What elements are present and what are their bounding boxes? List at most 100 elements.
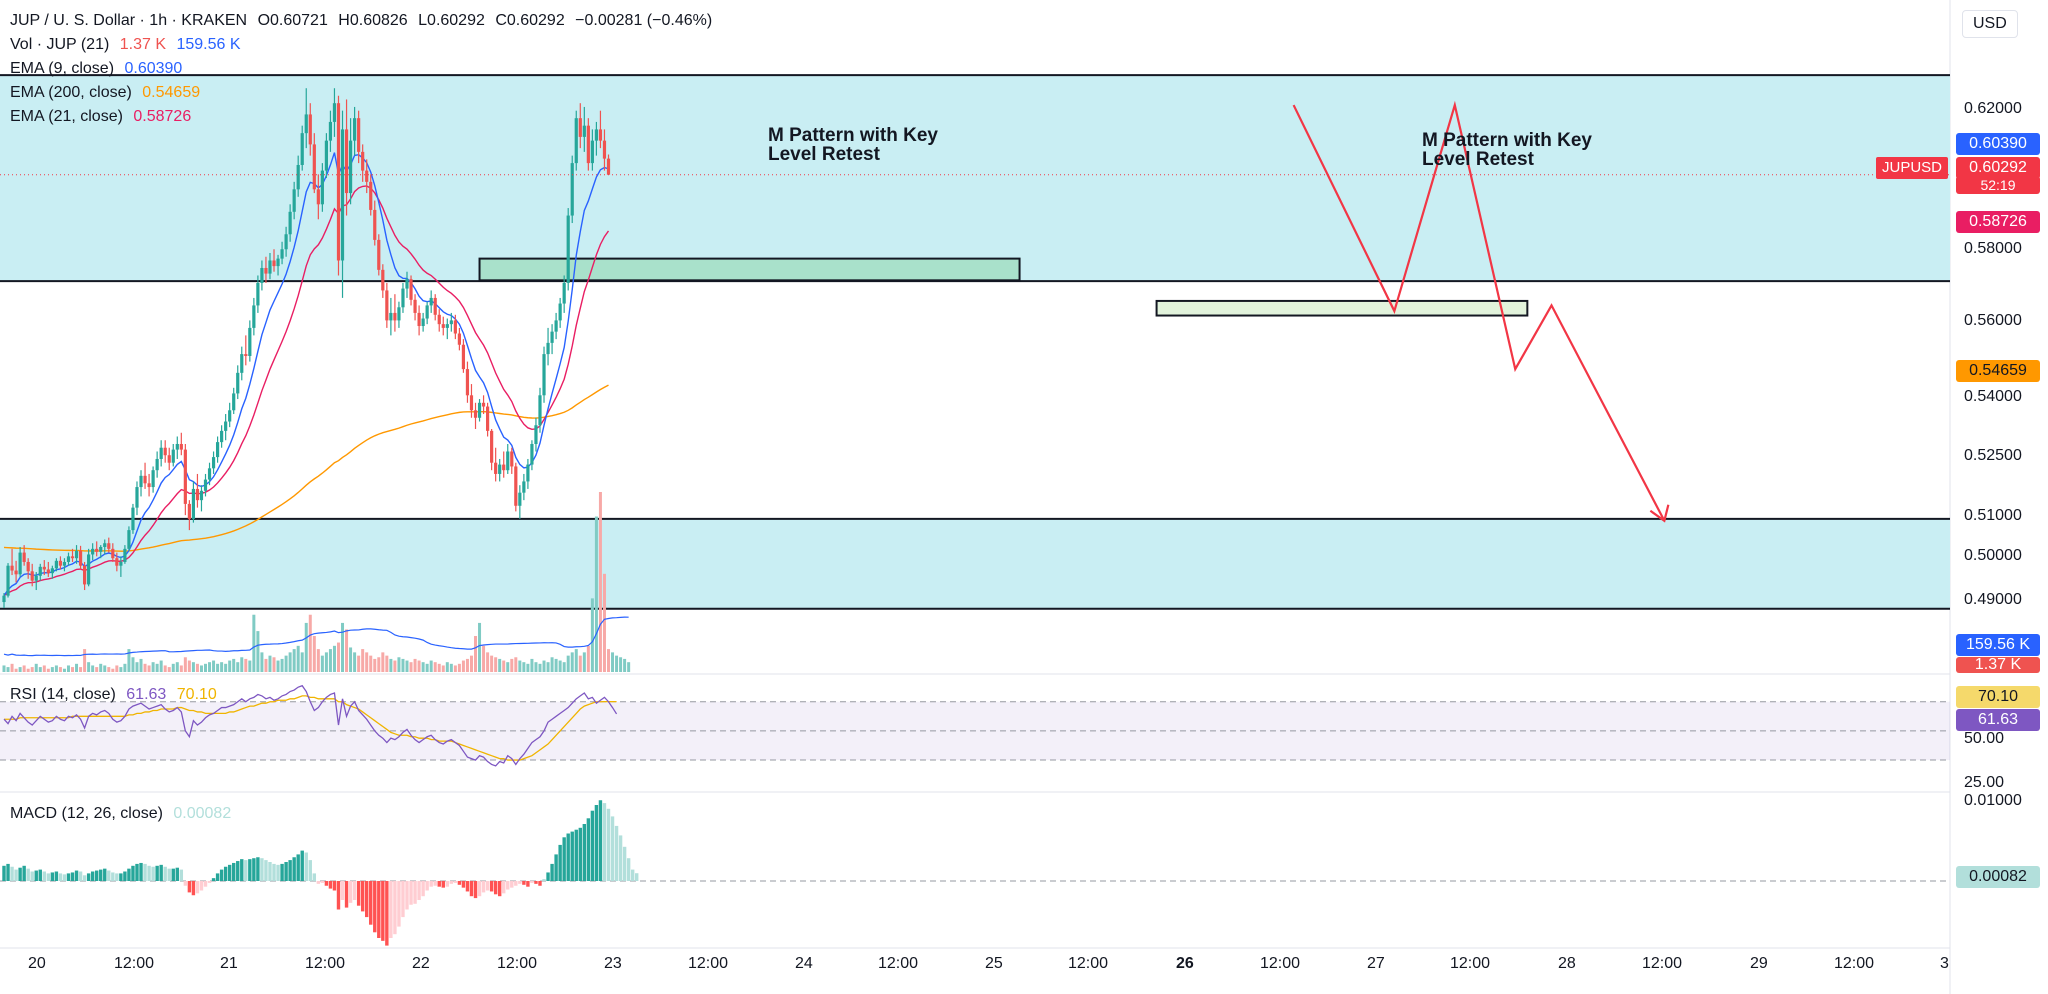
volume-bar-99 bbox=[401, 658, 405, 672]
annotation-right[interactable]: M Pattern with Key Level Retest bbox=[1422, 131, 1592, 169]
candle-95 bbox=[385, 282, 389, 328]
candle-body-87 bbox=[353, 118, 357, 141]
macd-bar-5 bbox=[22, 865, 26, 881]
volume-bar-32 bbox=[131, 657, 135, 672]
volume-bar-146 bbox=[590, 598, 594, 672]
candle-body-144 bbox=[582, 125, 586, 137]
candle-72 bbox=[292, 181, 296, 220]
volume-bar-78 bbox=[316, 649, 320, 672]
volume-bar-98 bbox=[397, 657, 401, 672]
macd-bar-91 bbox=[369, 881, 373, 925]
rsi-legend[interactable]: RSI (14, close) 61.63 70.10 bbox=[10, 686, 223, 704]
candle-body-20 bbox=[83, 565, 87, 585]
volume-bar-1 bbox=[6, 667, 10, 672]
annotation-left-line2: Level Retest bbox=[768, 144, 880, 165]
macd-bar-139 bbox=[562, 837, 566, 881]
candle-68 bbox=[276, 254, 280, 276]
macd-bar-123 bbox=[497, 881, 502, 897]
candle-body-4 bbox=[18, 552, 22, 575]
volume-bar-12 bbox=[50, 667, 54, 672]
candle-21 bbox=[87, 548, 91, 587]
volume-bar-20 bbox=[83, 649, 87, 672]
macd-bar-87 bbox=[352, 881, 357, 900]
macd-bar-76 bbox=[308, 860, 312, 881]
volume-bar-111 bbox=[449, 663, 453, 672]
volume-bar-68 bbox=[276, 660, 280, 672]
candle-138 bbox=[558, 297, 562, 328]
macd-bar-141 bbox=[570, 831, 574, 881]
macd-bar-138 bbox=[558, 844, 562, 881]
candle-body-147 bbox=[594, 129, 599, 141]
macd-bar-30 bbox=[123, 871, 127, 881]
candle-body-79 bbox=[320, 170, 324, 205]
macd-bar-1 bbox=[6, 863, 10, 881]
volume-bar-133 bbox=[538, 663, 542, 672]
annotation-left[interactable]: M Pattern with Key Level Retest bbox=[768, 126, 938, 164]
candle-body-68 bbox=[276, 258, 280, 267]
volume-bar-9 bbox=[38, 667, 42, 672]
macd-bar-18 bbox=[74, 870, 79, 881]
ema200-legend[interactable]: EMA (200, close) 0.54659 bbox=[10, 84, 206, 102]
candle-150 bbox=[606, 154, 611, 175]
macd-bar-93 bbox=[377, 881, 381, 938]
candle-145 bbox=[586, 118, 590, 171]
time-axis[interactable]: 20 12:00 21 12:00 22 12:00 23 12:00 24 1… bbox=[0, 955, 1950, 985]
volume-bar-57 bbox=[232, 658, 236, 672]
candle-122 bbox=[494, 447, 498, 482]
candle-63 bbox=[256, 275, 260, 313]
volume-bar-4 bbox=[18, 667, 22, 672]
candle-46 bbox=[187, 500, 191, 531]
volume-bar-52 bbox=[212, 660, 216, 672]
macd-bar-151 bbox=[610, 816, 615, 881]
candle-body-125 bbox=[506, 451, 510, 471]
candle-53 bbox=[215, 436, 220, 463]
macd-bar-83 bbox=[336, 881, 341, 910]
ema21-legend[interactable]: EMA (21, close) 0.58726 bbox=[10, 108, 197, 126]
macd-bar-19 bbox=[78, 871, 83, 881]
macd-pill: 0.00082 bbox=[1956, 866, 2040, 888]
ohlc-close: C0.60292 bbox=[495, 12, 565, 29]
volume-bar-122 bbox=[494, 657, 498, 672]
currency-selector[interactable]: USD bbox=[1962, 10, 2018, 38]
candle-body-109 bbox=[441, 324, 445, 328]
volume-bar-123 bbox=[498, 658, 502, 672]
candle-57 bbox=[232, 387, 236, 415]
rsi-tick-50: 50.00 bbox=[1964, 730, 2005, 747]
macd-legend[interactable]: MACD (12, 26, close) 0.00082 bbox=[10, 805, 237, 823]
candle-43 bbox=[175, 436, 179, 459]
macd-bar-3 bbox=[14, 869, 18, 881]
symbol-title[interactable]: JUP / U. S. Dollar · 1h · KRAKEN bbox=[10, 12, 248, 29]
countdown-pill: 52:19 bbox=[1956, 176, 2040, 194]
candle-body-116 bbox=[469, 395, 474, 411]
candle-105 bbox=[425, 301, 429, 325]
candle-143 bbox=[578, 103, 582, 149]
price-tick-0.50000: 0.50000 bbox=[1964, 547, 2022, 564]
candle-body-82 bbox=[332, 103, 337, 122]
volume-bar-138 bbox=[558, 660, 562, 672]
candle-body-44 bbox=[179, 443, 183, 450]
candle-40 bbox=[163, 440, 167, 463]
candle-body-59 bbox=[240, 354, 244, 373]
candle-body-149 bbox=[602, 140, 607, 159]
candle-84 bbox=[340, 110, 345, 298]
macd-bar-150 bbox=[606, 808, 611, 881]
time-tick-1200-i: 12:00 bbox=[1642, 955, 1683, 972]
candle-73 bbox=[296, 155, 300, 197]
candle-55 bbox=[224, 414, 228, 441]
candle-body-32 bbox=[131, 507, 135, 531]
time-tick-1200-a: 12:00 bbox=[114, 955, 155, 972]
time-tick-1200-f: 12:00 bbox=[1068, 955, 1109, 972]
macd-bar-59 bbox=[240, 859, 244, 881]
candle-98 bbox=[397, 301, 401, 328]
candle-body-130 bbox=[526, 464, 530, 482]
candle-body-146 bbox=[590, 140, 594, 164]
ema9-legend[interactable]: EMA (9, close) 0.60390 bbox=[10, 60, 188, 78]
candle-body-73 bbox=[296, 164, 300, 190]
candle-body-104 bbox=[421, 318, 425, 327]
macd-bar-51 bbox=[207, 881, 212, 883]
volume-legend[interactable]: Vol · JUP (21) 1.37 K 159.56 K bbox=[10, 36, 247, 54]
candle-body-21 bbox=[87, 554, 91, 585]
macd-bar-131 bbox=[530, 881, 534, 883]
candle-body-30 bbox=[123, 548, 127, 562]
